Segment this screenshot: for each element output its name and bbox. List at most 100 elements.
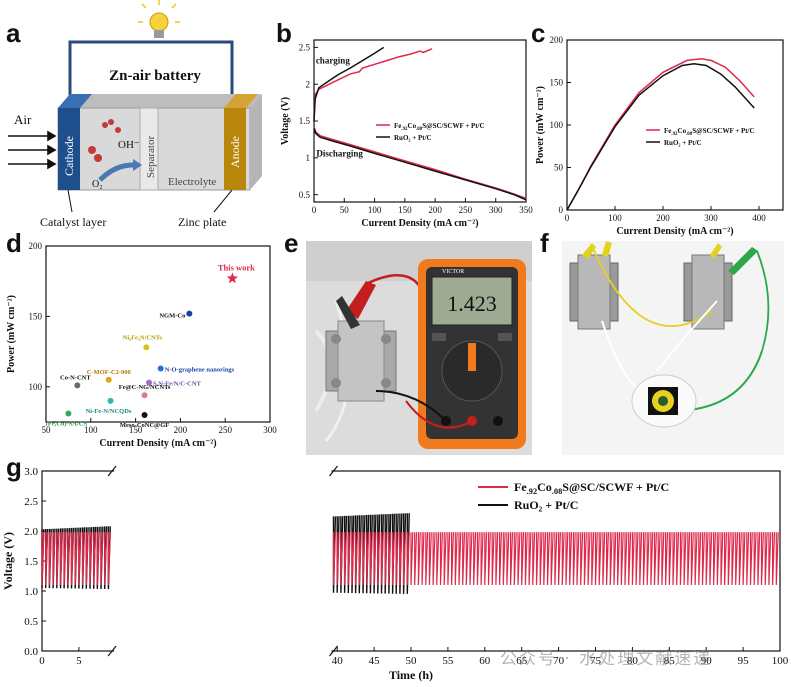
panel-label-c: c [531, 18, 546, 48]
y-tick-label: 2 [306, 79, 311, 89]
x-tick-label: 5 [76, 655, 82, 667]
discharge-curve-1 [313, 128, 527, 201]
charge-curve-1 [313, 46, 385, 122]
multimeter-display [431, 276, 513, 326]
x-tick-label: 250 [218, 425, 232, 435]
data-label-1: NGM-Co [159, 313, 185, 320]
y-axis-label: Voltage (V) [1, 532, 15, 590]
multimeter-brand: VICTOR [442, 269, 464, 275]
y-axis-label: Power (mW cm⁻²) [535, 86, 546, 164]
data-point-5 [146, 379, 153, 386]
x-tick-label: 100 [608, 213, 622, 223]
y-tick-label: 1 [306, 153, 311, 163]
x-tick-label: 50 [406, 655, 418, 667]
x-tick-label: 300 [704, 213, 718, 223]
discharging-annotation: Discharging [316, 148, 363, 158]
y-tick-label: 0 [559, 205, 564, 215]
x-tick-label: 100 [368, 205, 382, 215]
y-tick-label: 1.5 [299, 116, 311, 126]
watermark: 公众号 · 水处理文献速递 [500, 649, 713, 669]
cycling-stability-chart: 0 5 40 45 50 55 60 65 70 75 80 85 90 95 100 0.0 0.5 1.0 1.… [1, 465, 789, 682]
legend-label-0: Fe.92Co.08S@SC/SCWF + Pt/C [664, 127, 755, 137]
legend-label-1: RuO₂ + Pt/C [664, 139, 702, 147]
data-label-0: This work [218, 262, 255, 272]
data-point-this-work [226, 272, 239, 284]
plot-frame [566, 39, 784, 211]
x-tick-label: 95 [738, 655, 750, 667]
data-label-5: S,N-Fe/N/C-CNT [153, 381, 202, 388]
power-curve-1 [566, 63, 755, 211]
y-tick-label: 200 [29, 241, 43, 251]
y-tick-label: 100 [29, 382, 43, 392]
x-tick-label: 100 [84, 425, 98, 435]
charge-curve-0 [313, 48, 433, 118]
x-tick-label: 150 [398, 205, 412, 215]
data-point-3 [157, 365, 164, 372]
y-tick-label: 1.0 [24, 586, 38, 598]
x-tick-label: 300 [263, 425, 277, 435]
x-tick-label: 0 [312, 205, 317, 215]
y-tick-label: 0.5 [299, 190, 311, 200]
legend-label-0: Fe.92Co.08S@SC/SCWF + Pt/C [394, 122, 485, 132]
data-point-7 [141, 392, 148, 399]
cycle-curve-0 [41, 532, 779, 586]
x-tick-label: 75 [590, 655, 602, 667]
x-axis-label: Current Density (mA cm⁻²) [99, 438, 216, 449]
data-point-1 [186, 310, 193, 317]
power-density-chart: 0 100 200 300 400 0 50 100 150 200 Current Density… [535, 35, 784, 237]
axis-break-bottom [107, 645, 338, 657]
x-tick-label: 200 [174, 425, 188, 435]
air-arrows [8, 130, 57, 170]
y-tick-label: 150 [29, 312, 43, 322]
panel-label-d: d [6, 228, 22, 258]
lightbulb-icon [138, 0, 180, 38]
x-tick-label: 250 [459, 205, 473, 215]
zinc-plate-label: Zinc plate [178, 215, 226, 229]
y-tick-label: 3.0 [24, 466, 38, 478]
electrolyte-label: Electrolyte [168, 176, 216, 188]
x-tick-label: 50 [340, 205, 350, 215]
charging-annotation: charging [316, 56, 351, 66]
x-tick-label: 350 [519, 205, 533, 215]
x-tick-label: 65 [516, 655, 528, 667]
data-label-6: Co-N-CNT [60, 374, 91, 381]
multimeter-reading: 1.423 [447, 291, 497, 316]
x-tick-label: 50 [42, 425, 52, 435]
data-label-2: Ni₃Fe₅N/CNTs [123, 334, 163, 341]
x-axis-label: Time (h) [389, 668, 433, 682]
y-tick-label: 2.0 [24, 526, 38, 538]
data-label-4: C-MOF-C2-900 [87, 369, 131, 376]
data-point-2 [143, 344, 150, 351]
x-tick-label: 300 [489, 205, 503, 215]
x-tick-label: 400 [752, 213, 766, 223]
x-tick-label: 70 [553, 655, 565, 667]
cathode-layer [58, 108, 80, 190]
anode-layer [224, 108, 246, 190]
axis-break-gap [114, 469, 332, 657]
y-tick-label: 0.5 [24, 616, 38, 628]
cathode-label: Cathode [62, 136, 76, 176]
y-tick-label: 200 [550, 35, 564, 45]
legend-label-1: RuO₂ + Pt/C [514, 498, 578, 512]
led-demo-photo [562, 241, 784, 455]
y-tick-label: 100 [550, 120, 564, 130]
panel-label-b: b [276, 18, 292, 48]
axis-break-top [107, 465, 338, 477]
anode-label: Anode [228, 136, 242, 168]
data-label-3: N-O-graphene nanorings [165, 366, 235, 373]
plot-frame [45, 245, 271, 423]
schematic-title: Zn-air battery [109, 68, 201, 84]
comparison-scatter-chart: 50 100 150 200 250 300 100 150 200 Current Densit… [6, 241, 277, 449]
x-tick-label: 90 [701, 655, 713, 667]
y-tick-label: 0.0 [24, 646, 38, 658]
ion-flow-arrow [98, 162, 134, 182]
data-point-8 [107, 397, 114, 404]
data-point-10 [141, 411, 148, 418]
y-tick-label: 150 [550, 78, 564, 88]
x-tick-label: 200 [428, 205, 442, 215]
data-point-6 [74, 382, 81, 389]
panel-label-f: f [540, 228, 549, 258]
y-tick-label: 2.5 [299, 43, 311, 53]
x-tick-label: 0 [39, 655, 45, 667]
x-tick-label: 85 [664, 655, 676, 667]
